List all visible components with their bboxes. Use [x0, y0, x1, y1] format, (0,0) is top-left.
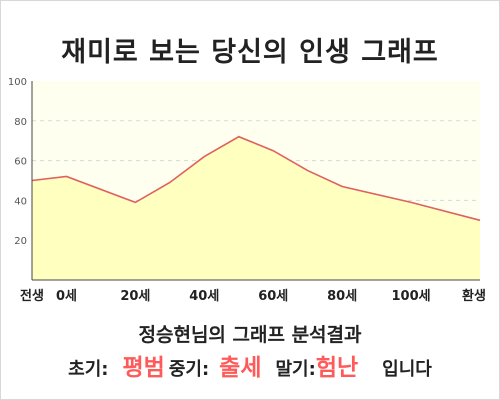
x-tick-label: 80세 [327, 289, 357, 304]
y-tick-labels: 20 40 60 80 100 [8, 77, 27, 247]
result-summary: 초기: 평범 중기: 출세 말기:험난 입니다 [0, 348, 500, 382]
x-tick-label: 20세 [120, 289, 150, 304]
result-heading: 정승현님의 그래프 분석결과 [138, 324, 362, 346]
y-tick-label: 80 [14, 117, 27, 128]
life-area [32, 136, 480, 280]
middle-label: 중기: [168, 359, 210, 380]
x-tick-label: 60세 [258, 289, 288, 304]
y-tick-label: 100 [8, 77, 27, 88]
x-tick-label: 0세 [56, 289, 77, 304]
chart-title: 재미로 보는 당신의 인생 그래프 [61, 37, 439, 68]
x-tick-label: 40세 [189, 289, 219, 304]
x-tick-label: 100세 [392, 289, 431, 304]
x-tick-label: 전생 [20, 288, 44, 304]
early-value: 평범 [122, 355, 165, 381]
middle-value: 출세 [219, 355, 262, 381]
x-tick-label: 환생 [462, 288, 486, 304]
axes [31, 81, 480, 281]
early-label: 초기: [68, 359, 109, 380]
ending-text: 입니다 [382, 359, 432, 380]
x-tick-labels: 전생 0세 20세 40세 60세 80세 100세 환생 [20, 288, 486, 304]
late-label: 말기: [275, 359, 316, 380]
y-tick-label: 20 [14, 236, 27, 247]
life-line [31, 135, 481, 222]
y-tick-label: 40 [14, 196, 27, 207]
y-tick-label: 60 [14, 157, 27, 168]
late-value: 험난 [315, 355, 359, 381]
